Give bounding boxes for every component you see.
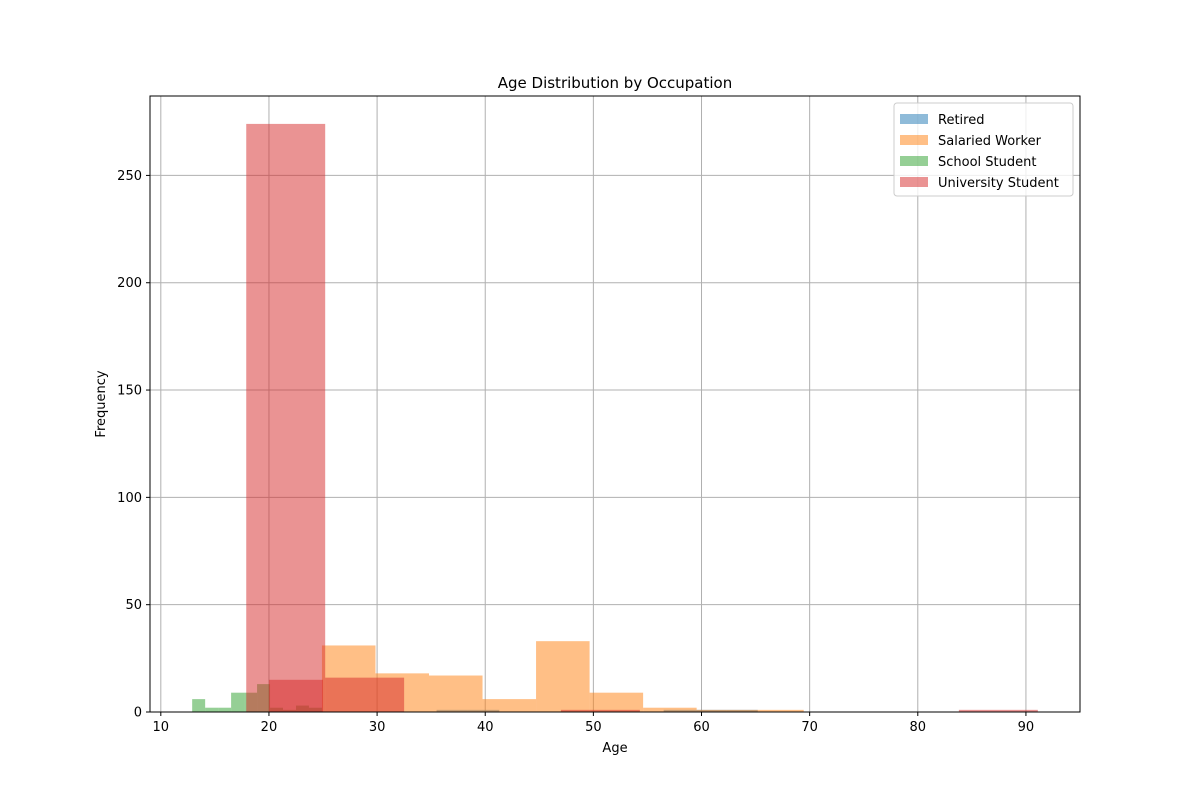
- histogram-bar: [231, 692, 245, 712]
- histogram-bar: [268, 679, 324, 712]
- x-tick-label: 40: [477, 720, 494, 735]
- chart-title: Age Distribution by Occupation: [498, 74, 732, 92]
- series-group: [268, 679, 324, 712]
- plot-frame: [149, 95, 1081, 713]
- histogram-bar: [696, 709, 751, 712]
- x-tick-label: 80: [910, 720, 927, 735]
- y-tick-label: 100: [117, 491, 142, 506]
- series-group: [246, 123, 1038, 712]
- histogram-bar: [192, 699, 206, 712]
- legend-swatch: [900, 135, 928, 145]
- y-axis-label: Frequency: [94, 370, 109, 437]
- histogram-bar: [218, 707, 232, 712]
- histogram-bars: [192, 123, 1038, 712]
- legend: Retired Salaried Worker School Student Univ…: [893, 102, 1074, 197]
- y-tick-label: 50: [125, 598, 142, 613]
- y-tick-label: 150: [117, 384, 142, 399]
- y-tick-label: 0: [134, 706, 142, 721]
- x-tick-label: 60: [693, 720, 710, 735]
- histogram-bar: [958, 709, 1038, 712]
- histogram-bar: [750, 709, 804, 712]
- legend-label: School Student: [938, 155, 1036, 170]
- x-tick-label: 10: [153, 720, 170, 735]
- legend-frame: [893, 102, 1074, 197]
- y-axis-ticks: 0 50 100 150 200 250: [117, 169, 150, 721]
- x-tick-label: 30: [369, 720, 386, 735]
- x-tick-label: 70: [801, 720, 818, 735]
- x-axis-label: Age: [602, 741, 627, 756]
- legend-swatch: [900, 114, 928, 124]
- legend-label: University Student: [938, 176, 1059, 191]
- legend-label: Salaried Worker: [938, 134, 1042, 149]
- histogram-bar: [325, 677, 405, 712]
- histogram-bar: [536, 641, 590, 712]
- x-tick-label: 50: [585, 720, 602, 735]
- histogram-bar: [246, 123, 326, 712]
- legend-swatch: [900, 156, 928, 166]
- histogram-bar: [205, 707, 219, 712]
- legend-label: Retired: [938, 113, 984, 128]
- y-tick-label: 200: [117, 276, 142, 291]
- histogram-bar: [482, 699, 537, 712]
- y-tick-label: 250: [117, 169, 142, 184]
- x-tick-label: 90: [1018, 720, 1035, 735]
- histogram-bar: [560, 709, 640, 712]
- x-tick-label: 20: [261, 720, 278, 735]
- legend-swatch: [900, 177, 928, 187]
- x-axis-ticks: 10 20 30 40 50 60 70 80 90: [153, 712, 1035, 735]
- histogram-bar: [589, 692, 644, 712]
- histogram-bar: [429, 675, 483, 712]
- histogram-bar: [643, 707, 697, 712]
